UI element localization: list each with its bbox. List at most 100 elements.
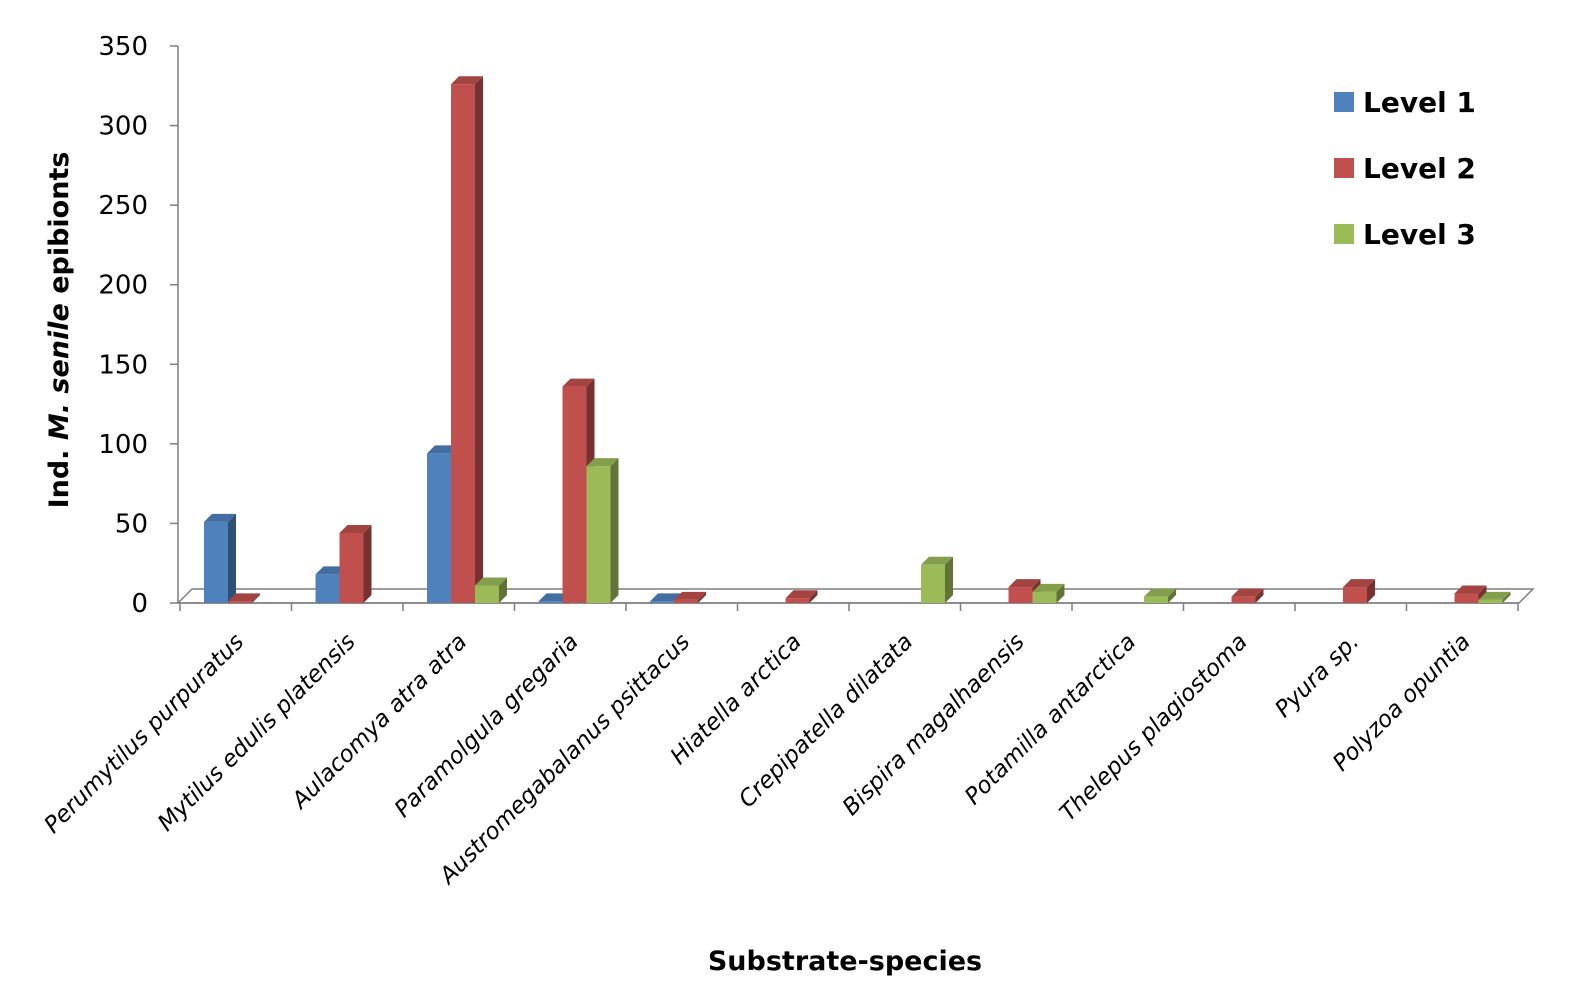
bar-level-2: [1231, 588, 1264, 603]
bar-front: [475, 585, 499, 603]
bar-top: [586, 458, 619, 467]
bar-top: [674, 591, 706, 600]
bar-front: [427, 453, 451, 603]
bar-level-2: [785, 590, 818, 603]
bar-top: [1032, 583, 1065, 592]
bar-level-2: [674, 591, 706, 603]
bar-front: [921, 564, 945, 603]
y-tick-label: 200: [98, 271, 148, 301]
bar-level-2: [339, 524, 372, 603]
bar-level-3: [1478, 591, 1511, 603]
chart-floor: [176, 588, 1535, 604]
bar-front: [1478, 599, 1503, 603]
bar-side: [809, 590, 818, 603]
bar-top: [650, 593, 682, 602]
legend-label: Level 3: [1363, 218, 1476, 251]
legend-swatch: [1334, 92, 1354, 112]
bar-side: [1056, 583, 1065, 603]
x-category-label: Paramolgula gregaria: [390, 629, 584, 823]
y-tick-label: 350: [98, 32, 148, 62]
bar-top: [451, 76, 483, 85]
x-axis-title: Substrate-species: [708, 946, 982, 977]
bar-front: [562, 386, 587, 603]
bar-side: [1502, 591, 1511, 603]
y-tick-label: 0: [131, 589, 148, 619]
y-tick-label: 100: [98, 430, 148, 460]
x-category-label: Pyura sp.: [1270, 629, 1364, 723]
bar-top: [562, 378, 595, 387]
bar-side: [228, 513, 236, 603]
bar-level-3: [475, 577, 507, 603]
bar-top: [475, 577, 507, 586]
bar-side: [1367, 579, 1375, 603]
bar-front: [650, 601, 674, 603]
bar-level-3: [586, 458, 619, 603]
legend-swatch: [1334, 158, 1354, 178]
bar-front: [538, 601, 563, 603]
y-tick-label: 150: [98, 350, 148, 380]
bar-top: [204, 513, 236, 522]
y-axis-title-species: M. senile: [44, 303, 75, 440]
bar-front: [1032, 591, 1057, 603]
bar-top: [1343, 579, 1375, 588]
bar-front: [586, 466, 611, 603]
bar-level-2: [1343, 579, 1375, 603]
bar-top: [1231, 588, 1264, 597]
y-tick-label: 300: [98, 112, 148, 142]
bar-top: [1144, 588, 1176, 597]
bar-top: [1454, 585, 1487, 594]
chart-axes: [170, 45, 1535, 611]
bar-top: [921, 556, 953, 565]
bar-level-2: [228, 593, 260, 603]
legend-swatch: [1334, 224, 1354, 244]
bar-front: [1343, 587, 1367, 603]
chart-bars: [204, 76, 1511, 604]
bar-side: [610, 458, 619, 603]
bar-side: [499, 577, 507, 603]
bar-top: [785, 590, 818, 599]
bar-front: [228, 601, 252, 603]
bar-level-3: [1032, 583, 1065, 603]
bar-side: [1168, 588, 1176, 603]
x-category-label: Perumytilus purpuratus: [39, 629, 249, 839]
x-category-label: Mytilus edulis platensis: [153, 629, 361, 837]
legend-label: Level 1: [1363, 86, 1476, 119]
bar-front: [339, 532, 364, 603]
bar-side: [698, 591, 706, 603]
bar-top: [339, 524, 372, 533]
y-tick-label: 250: [98, 191, 148, 221]
bar-front: [1008, 587, 1033, 603]
bar-front: [451, 84, 475, 604]
legend-label: Level 2: [1363, 152, 1476, 185]
y-axis-title-prefix: Ind.: [44, 440, 75, 508]
legend: Level 1 Level 2 Level 3: [1334, 86, 1476, 251]
bar-side: [475, 76, 483, 604]
y-tick-labels: 0 50 100 150 200 250 300 350: [98, 32, 148, 619]
bar-front: [1454, 593, 1479, 603]
bar-side: [252, 593, 260, 603]
bar-front: [204, 521, 228, 603]
bar-level-3: [1144, 588, 1176, 603]
bar-side: [945, 556, 953, 603]
bar-top: [1008, 579, 1041, 588]
bar-front: [785, 598, 810, 603]
x-category-label: Thelepus plagiostoma: [1055, 629, 1253, 827]
bar-front: [1144, 596, 1168, 603]
bar-level-3: [921, 556, 953, 603]
bar-side: [363, 524, 372, 603]
bar-front: [674, 599, 698, 603]
bar-level-1: [204, 513, 236, 603]
bar-top: [228, 593, 260, 602]
y-axis-title: Ind. M. senile epibionts: [44, 152, 75, 509]
x-category-label: Bispira magalhaensis: [838, 629, 1030, 821]
y-tick-label: 50: [115, 509, 148, 539]
y-axis-title-suffix: epibionts: [44, 152, 75, 304]
bar-front: [315, 574, 340, 603]
bar-level-2: [451, 76, 483, 604]
bar-front: [1231, 596, 1256, 603]
bar-side: [1255, 588, 1264, 603]
x-category-label: Austromegabalanus psittacus: [434, 629, 696, 891]
bar-top: [1478, 591, 1511, 600]
